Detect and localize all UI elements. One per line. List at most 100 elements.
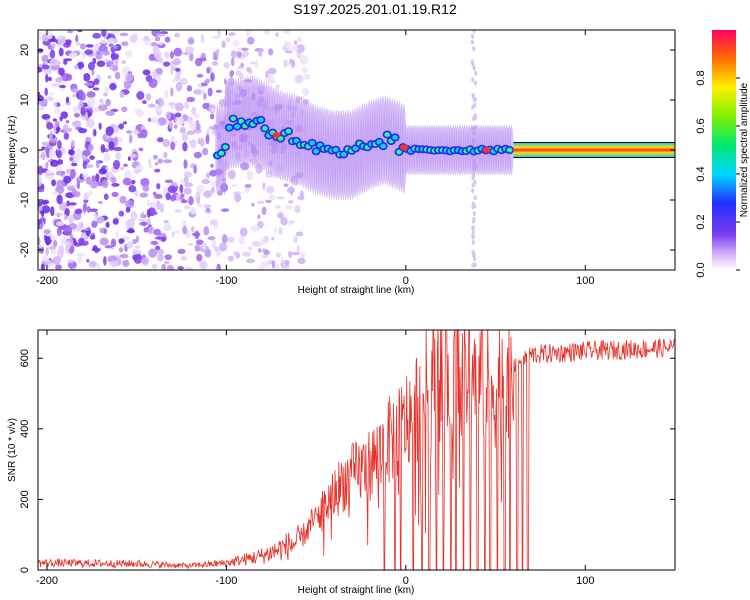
spectrogram-noise-blob	[181, 198, 186, 204]
colorbar-tick-label: 0.0	[695, 262, 707, 277]
spectrogram-noise-blob	[111, 191, 119, 198]
spectrogram-noise-blob	[52, 256, 61, 266]
spectrogram-noise-blob	[51, 179, 57, 187]
spectrogram-noise-blob	[49, 49, 56, 59]
spectrogram-noise-blob	[201, 242, 207, 248]
spectrogram-noise-blob	[72, 94, 76, 98]
spectrogram-noise-blob	[163, 219, 169, 224]
spectrogram-noise-blob	[210, 72, 215, 82]
spectrogram-noise-blob	[194, 57, 203, 67]
spectrogram-hot-spot	[482, 147, 491, 153]
spectrogram-noise-blob	[296, 245, 300, 253]
spectrogram-noise-blob	[118, 247, 124, 253]
spectrogram-noise-blob	[49, 38, 58, 43]
spectrogram-noise-blob	[101, 30, 107, 37]
spectrogram-noise-blob	[46, 121, 53, 130]
spectrogram-noise-blob	[97, 200, 103, 205]
spectrogram-noise-blob	[181, 132, 189, 142]
spectrogram-noise-blob	[183, 171, 193, 178]
spectrogram-hot-spot	[272, 132, 281, 138]
spectrogram-noise-blob	[205, 172, 211, 179]
spectrogram-y-tick-label: 10	[19, 94, 31, 106]
spectrogram-noise-blob	[101, 179, 109, 189]
spectrogram-noise-blob	[63, 214, 68, 221]
spectrogram-noise-blob	[84, 49, 93, 56]
spectrogram-noise-blob	[271, 236, 275, 241]
spectrogram-noise-blob	[173, 124, 178, 129]
spectrogram-noise-blob	[262, 182, 266, 190]
spectrogram-stripe-blob	[470, 39, 474, 45]
spectrogram-noise-blob	[122, 235, 130, 241]
spectrogram-noise-blob	[98, 104, 108, 112]
spectrogram-noise-blob	[196, 195, 201, 205]
spectrogram-noise-blob	[69, 157, 74, 161]
spectrogram-noise-blob	[56, 221, 65, 227]
spectrogram-stripe-blob	[472, 65, 476, 71]
spectrogram-noise-blob	[118, 210, 125, 217]
spectrogram-noise-blob	[155, 106, 163, 113]
spectrogram-noise-blob	[174, 33, 180, 38]
spectrogram-noise-blob	[187, 37, 195, 45]
spectrogram-noise-blob	[148, 201, 159, 209]
spectrogram-noise-blob	[290, 60, 296, 68]
spectrogram-noise-blob	[41, 64, 50, 70]
spectrogram-noise-blob	[71, 120, 82, 128]
spectrogram-noise-blob	[282, 30, 291, 35]
spectrogram-noise-blob	[193, 151, 202, 159]
spectrogram-noise-blob	[109, 260, 119, 268]
spectrogram-ridge-peak	[230, 116, 237, 121]
spectrogram-noise-blob	[209, 219, 218, 226]
spectrogram-tone-band	[513, 143, 675, 157]
spectrogram-noise-blob	[229, 70, 234, 78]
spectrogram-noise-blob	[227, 169, 236, 180]
spectrogram-noise-blob	[217, 30, 221, 38]
spectrogram-noise-blob	[125, 206, 131, 213]
spectrogram-noise-blob	[156, 183, 161, 190]
spectrogram-noise-blob	[207, 236, 216, 241]
spectrogram-noise-blob	[239, 47, 249, 52]
spectrogram-noise-blob	[38, 98, 48, 107]
spectrogram-noise-blob	[140, 177, 150, 187]
spectrogram-noise-blob	[218, 98, 227, 108]
spectrogram-noise-blob	[153, 228, 162, 236]
spectrogram-noise-blob	[186, 130, 196, 136]
spectrogram-noise-blob	[143, 227, 149, 233]
spectrogram-stripe-blob	[472, 46, 476, 52]
spectrogram-noise-blob	[124, 73, 134, 83]
spectrogram-noise-blob	[265, 70, 269, 78]
spectrogram-noise-blob	[174, 112, 182, 118]
spectrogram-noise-blob	[177, 266, 184, 270]
spectrogram-noise-blob	[275, 32, 279, 38]
spectrogram-noise-blob	[164, 260, 170, 265]
spectrogram-noise-blob	[72, 105, 81, 115]
spectrogram-noise-blob	[230, 57, 235, 67]
spectrogram-noise-blob	[68, 52, 78, 59]
spectrogram-noise-blob	[238, 73, 244, 79]
spectrogram-noise-blob	[57, 35, 66, 46]
spectrogram-noise-blob	[156, 248, 165, 255]
spectrogram-ridge-peak	[313, 148, 319, 154]
spectrogram-noise-blob	[156, 137, 164, 143]
spectrogram-noise-blob	[275, 252, 281, 258]
spectrogram-noise-blob	[232, 40, 240, 47]
spectrogram-noise-blob	[104, 58, 109, 63]
spectrogram-noise-blob	[45, 96, 55, 102]
spectrogram-noise-blob	[115, 152, 121, 160]
spectrogram-noise-blob	[61, 224, 70, 229]
spectrogram-noise-blob	[91, 220, 98, 229]
spectrogram-noise-blob	[112, 159, 121, 170]
spectrogram-noise-blob	[89, 208, 98, 213]
spectrogram-ridge-peak	[285, 128, 292, 134]
spectrogram-noise-blob	[56, 194, 63, 205]
colorbar-tick-label: 0.2	[695, 214, 707, 229]
spectrogram-noise-blob	[289, 46, 300, 51]
spectrogram-noise-blob	[38, 236, 41, 246]
spectrogram-noise-blob	[163, 151, 168, 159]
spectrogram-stripe-blob	[471, 116, 476, 122]
spectrogram-noise-blob	[88, 190, 93, 197]
spectrogram-noise-blob	[211, 107, 216, 112]
spectrogram-noise-blob	[121, 106, 128, 113]
spectrogram-noise-blob	[236, 50, 242, 58]
spectrogram-noise-blob	[107, 37, 115, 44]
spectrogram-noise-blob	[134, 108, 143, 115]
